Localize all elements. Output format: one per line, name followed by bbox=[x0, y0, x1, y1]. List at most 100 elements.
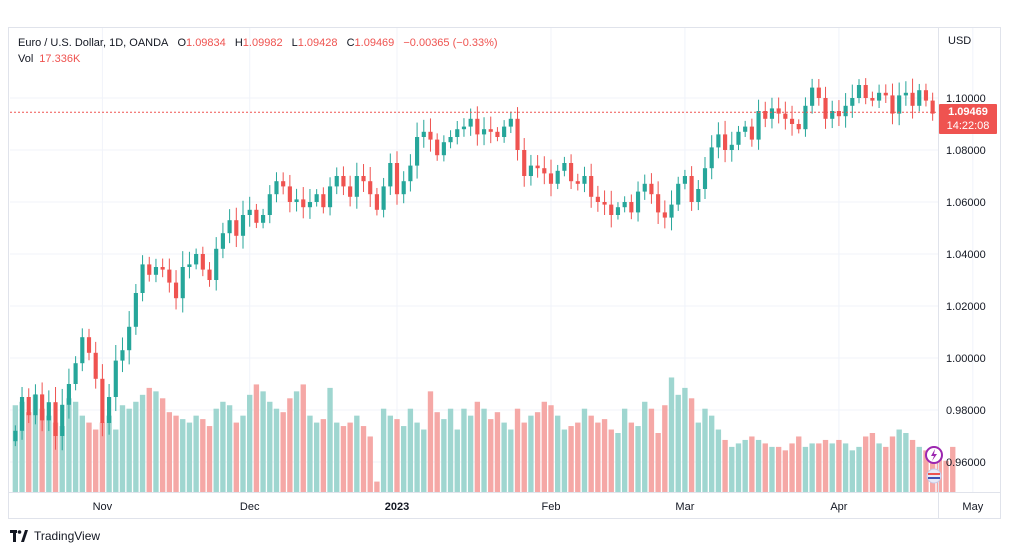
candle-body bbox=[602, 202, 607, 205]
volume-bar bbox=[374, 481, 380, 492]
volume-bar bbox=[742, 439, 748, 492]
volume-bar bbox=[247, 394, 253, 492]
candle-body bbox=[870, 98, 875, 101]
volume-bar bbox=[588, 415, 594, 492]
candle-body bbox=[682, 176, 687, 184]
volume-bar bbox=[541, 401, 547, 492]
symbol-title[interactable]: Euro / U.S. Dollar, 1D, OANDA bbox=[18, 37, 169, 49]
price-axis[interactable]: 1.10000 1.08000 1.06000 1.04000 1.02000 1.000… bbox=[946, 93, 986, 469]
volume-bar bbox=[327, 387, 333, 492]
volume-bar bbox=[93, 429, 99, 492]
volume-bar bbox=[903, 433, 909, 492]
candle-body bbox=[676, 183, 681, 205]
candle bbox=[381, 177, 386, 218]
volume-bar bbox=[401, 426, 407, 492]
volume-bar bbox=[909, 439, 916, 492]
low-value: 1.09428 bbox=[297, 37, 338, 49]
candle bbox=[93, 341, 98, 389]
candle bbox=[542, 156, 547, 185]
high-value: 1.09982 bbox=[242, 37, 283, 49]
volume-bar bbox=[534, 412, 541, 492]
time-tick-label: Apr bbox=[830, 501, 847, 513]
candle-body bbox=[897, 95, 902, 114]
candle bbox=[33, 384, 38, 425]
volume-bar bbox=[387, 415, 393, 492]
volume-bar bbox=[722, 439, 728, 492]
volume-bar bbox=[72, 401, 79, 492]
volume-bar bbox=[260, 391, 266, 492]
candle bbox=[602, 190, 607, 216]
candle-body bbox=[642, 183, 647, 192]
currency-label[interactable]: USD bbox=[948, 35, 972, 47]
candle-body bbox=[917, 90, 922, 106]
candle bbox=[341, 166, 346, 196]
candle bbox=[294, 188, 299, 212]
candle bbox=[502, 120, 507, 143]
volume-bar bbox=[200, 419, 206, 492]
volume-bar bbox=[226, 405, 233, 492]
volume-bar bbox=[19, 401, 25, 492]
volume-bar bbox=[608, 429, 614, 492]
candle-body bbox=[448, 137, 453, 143]
volume-bar bbox=[119, 405, 126, 492]
volume-bar bbox=[648, 408, 655, 492]
candle bbox=[274, 172, 279, 203]
candle-body bbox=[200, 254, 205, 270]
volume-bar bbox=[434, 412, 440, 492]
volume-bar bbox=[688, 398, 695, 492]
volume-bar bbox=[762, 443, 768, 492]
time-axis[interactable]: Nov Dec 2023 Feb Mar Apr May bbox=[93, 501, 984, 513]
open-value: 1.09834 bbox=[186, 37, 226, 49]
candle bbox=[689, 166, 694, 211]
candle-body bbox=[73, 363, 78, 384]
candle-body bbox=[334, 176, 339, 187]
candle bbox=[66, 368, 71, 419]
candle-body bbox=[495, 131, 500, 137]
candle bbox=[649, 173, 654, 204]
candle bbox=[327, 177, 333, 216]
candle bbox=[609, 190, 614, 228]
time-tick-label: Mar bbox=[675, 501, 694, 513]
candle bbox=[723, 120, 728, 163]
flag-icon[interactable] bbox=[926, 468, 942, 484]
candle-body bbox=[468, 118, 473, 127]
candle bbox=[267, 185, 272, 224]
volume-bar bbox=[581, 408, 588, 492]
price-tick-label: 1.00000 bbox=[946, 353, 986, 365]
candle bbox=[46, 390, 51, 432]
candle bbox=[575, 173, 580, 191]
volume-label[interactable]: Vol bbox=[18, 53, 34, 65]
volume-bar bbox=[153, 391, 159, 492]
candle-body bbox=[508, 118, 513, 127]
candle bbox=[200, 246, 205, 277]
candle-body bbox=[823, 98, 828, 119]
candle bbox=[756, 99, 761, 150]
candle bbox=[615, 202, 621, 220]
volume-bar bbox=[193, 415, 199, 492]
candle-body bbox=[689, 176, 694, 202]
volume-bar bbox=[126, 408, 132, 492]
candle bbox=[830, 100, 835, 129]
candle bbox=[401, 171, 406, 204]
candle-body bbox=[435, 139, 440, 156]
candle bbox=[113, 345, 118, 412]
candle-body bbox=[120, 350, 125, 361]
candle bbox=[488, 116, 493, 144]
candle bbox=[73, 356, 78, 391]
volume-bar bbox=[628, 422, 635, 492]
candle bbox=[80, 328, 85, 372]
indicator-icons[interactable] bbox=[925, 446, 943, 484]
candle-body bbox=[803, 105, 808, 130]
volume-bar bbox=[842, 443, 849, 492]
candle bbox=[40, 382, 45, 432]
volume-bar bbox=[943, 460, 949, 492]
candle bbox=[716, 122, 721, 159]
candle bbox=[307, 189, 313, 219]
tradingview-brand[interactable]: TradingView bbox=[10, 529, 100, 543]
volume-bar bbox=[159, 398, 166, 492]
candle bbox=[86, 328, 92, 361]
candle bbox=[843, 93, 848, 128]
candle bbox=[234, 207, 239, 248]
volume-bar bbox=[113, 429, 119, 492]
